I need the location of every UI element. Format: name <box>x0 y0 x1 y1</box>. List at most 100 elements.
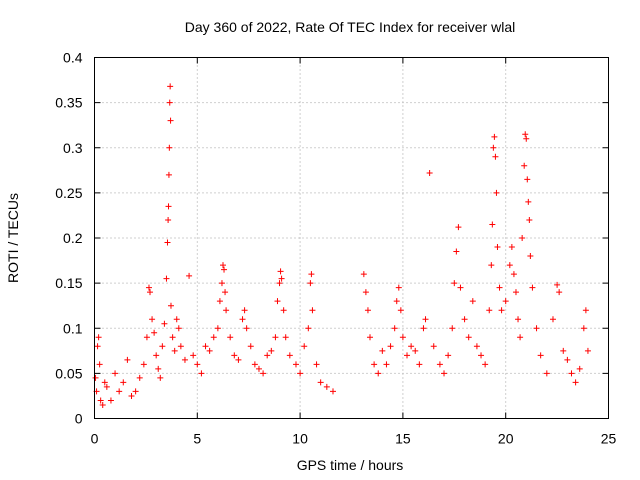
data-point <box>329 388 336 395</box>
data-point <box>451 280 458 287</box>
data-point <box>194 361 201 368</box>
data-point <box>537 352 544 359</box>
data-point <box>251 361 258 368</box>
data-point <box>280 307 287 314</box>
data-point <box>132 388 139 395</box>
data-point <box>486 307 493 314</box>
data-point <box>572 379 579 386</box>
data-point <box>383 361 390 368</box>
data-point <box>173 316 180 323</box>
data-point <box>469 298 476 305</box>
data-point <box>166 99 173 106</box>
data-point <box>145 284 152 291</box>
data-point <box>515 316 522 323</box>
data-point <box>164 239 171 246</box>
data-point <box>282 334 289 341</box>
data-point <box>167 83 174 90</box>
data-point <box>309 307 316 314</box>
data-point <box>522 131 529 138</box>
data-point <box>404 352 411 359</box>
data-point <box>362 289 369 296</box>
data-point <box>408 343 415 350</box>
data-point <box>221 266 228 273</box>
data-point <box>457 284 464 291</box>
data-point <box>360 271 367 278</box>
data-point <box>367 334 374 341</box>
data-point <box>94 343 101 350</box>
y-tick-label: 0.25 <box>55 185 82 201</box>
data-point <box>426 170 433 177</box>
data-point <box>436 361 443 368</box>
data-point <box>455 224 462 231</box>
data-point <box>491 133 498 140</box>
data-point <box>276 280 283 287</box>
data-point <box>153 352 160 359</box>
x-tick-label: 0 <box>91 431 99 447</box>
data-point <box>506 262 513 269</box>
data-point <box>99 401 106 408</box>
x-tick-label: 5 <box>193 431 201 447</box>
data-point <box>239 316 246 323</box>
data-point <box>397 307 404 314</box>
y-tick-label: 0.2 <box>63 230 83 246</box>
data-point <box>560 347 567 354</box>
data-point <box>379 347 386 354</box>
data-point <box>473 343 480 350</box>
data-point <box>227 334 234 341</box>
data-point <box>549 316 556 323</box>
plot-frame <box>94 57 609 419</box>
data-point <box>430 343 437 350</box>
data-point <box>155 365 162 372</box>
data-point <box>278 275 285 282</box>
data-point <box>181 356 188 363</box>
data-point <box>112 370 119 377</box>
y-tick-label: 0 <box>75 411 83 427</box>
data-point <box>136 374 143 381</box>
data-point <box>120 379 127 386</box>
data-point <box>478 352 485 359</box>
data-point <box>297 370 304 377</box>
data-point <box>584 347 591 354</box>
data-point <box>223 307 230 314</box>
data-point <box>498 307 505 314</box>
x-tick-label: 15 <box>395 431 411 447</box>
data-point <box>143 334 150 341</box>
data-point <box>508 244 515 251</box>
data-point <box>493 189 500 196</box>
data-point <box>216 298 223 305</box>
data-point <box>519 235 526 241</box>
data-point <box>116 388 123 395</box>
data-point <box>502 298 509 305</box>
data-point <box>167 117 174 124</box>
x-tick-label: 25 <box>601 431 617 447</box>
data-point <box>128 392 135 399</box>
x-tick-label: 10 <box>292 431 308 447</box>
data-point <box>231 352 238 359</box>
data-point <box>488 262 495 269</box>
data-point <box>317 379 324 386</box>
data-point <box>449 325 456 332</box>
x-tick-label: 20 <box>498 431 514 447</box>
data-point <box>445 352 452 359</box>
data-point <box>140 361 147 368</box>
data-point <box>564 356 571 363</box>
data-point <box>412 347 419 354</box>
data-point <box>292 361 299 368</box>
data-point <box>169 334 176 341</box>
data-point <box>103 383 110 390</box>
data-point <box>95 334 102 341</box>
data-point <box>272 334 279 341</box>
data-point <box>526 216 533 223</box>
data-point <box>554 281 561 288</box>
data-point <box>301 343 308 350</box>
data-point <box>582 307 589 314</box>
y-tick-label: 0.05 <box>55 365 82 381</box>
data-point <box>210 334 217 341</box>
data-point <box>171 347 178 354</box>
data-point <box>494 244 501 251</box>
data-point <box>395 284 402 291</box>
y-tick-label: 0.3 <box>63 140 83 156</box>
data-point <box>165 171 172 178</box>
x-axis-label: GPS time / hours <box>297 457 404 473</box>
data-point <box>177 343 184 350</box>
